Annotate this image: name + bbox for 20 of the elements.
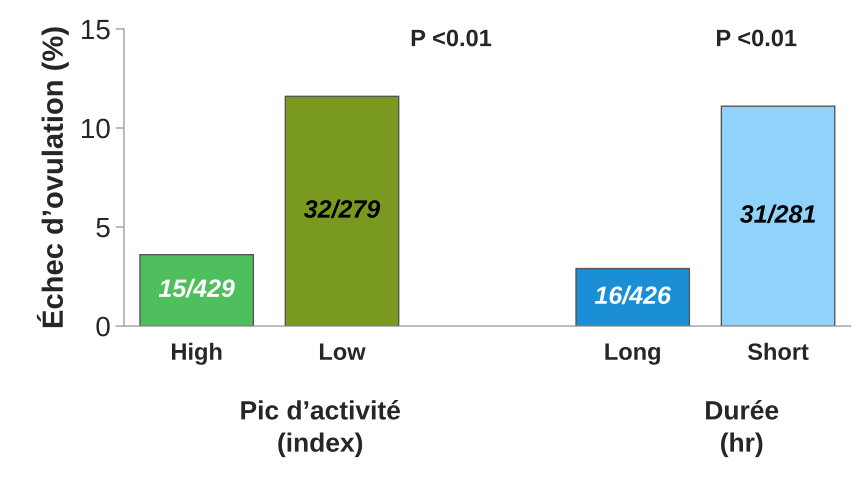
y-tick-label: 15 — [82, 20, 110, 40]
y-axis-title: Échec d’ovulation (%) — [36, 27, 69, 328]
y-tick-label: 10 — [82, 118, 110, 138]
x-tick-label: High — [172, 342, 222, 365]
y-tick-label: 5 — [96, 218, 110, 238]
data-label: 16/426 — [594, 286, 672, 304]
bar — [284, 96, 400, 326]
data-label: 31/281 — [740, 204, 815, 224]
data-label: 32/279 — [304, 200, 380, 218]
bar — [720, 106, 836, 326]
annotation: P <0.01 — [717, 30, 796, 46]
data-label: 15/429 — [158, 278, 235, 298]
text: Durée (hr) — [706, 400, 778, 458]
x-tick-label: Short — [748, 342, 809, 360]
x-tick-label: Low — [320, 344, 366, 360]
x-tick-label: Long — [605, 343, 660, 365]
annotation: P <0.01 — [412, 30, 492, 46]
bar — [139, 254, 254, 326]
text: Pic d’activité (index) — [241, 400, 400, 458]
y-tick-label: 0 — [96, 316, 110, 336]
